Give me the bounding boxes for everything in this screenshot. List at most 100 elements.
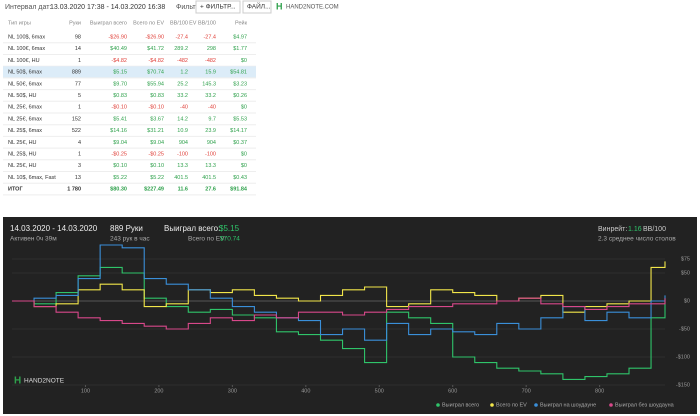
cell: $5.22 [150, 175, 164, 181]
cell: $91.84 [230, 187, 248, 193]
cell: 13 [75, 175, 81, 181]
file[interactable]: ФАЙЛ... [247, 2, 271, 11]
cell: 904 [179, 140, 188, 146]
cell: $3.23 [233, 81, 247, 87]
column-header: Выиграл всего [90, 20, 127, 26]
legend-swatch [609, 403, 613, 407]
cell: $14.16 [110, 128, 127, 134]
cell: $0.26 [233, 93, 247, 99]
ev-value: $70.74 [220, 236, 240, 243]
tables-avg: 2.3 среднее число столов [598, 236, 676, 243]
cell: 13.3 [205, 163, 216, 169]
cell: $5.41 [113, 116, 127, 122]
legend-swatch [436, 403, 440, 407]
game-type: NL 10$, 6max, Fast [8, 175, 56, 181]
game-type: NL 25€, 6max [8, 116, 42, 122]
cell: $0 [241, 151, 247, 157]
game-type: NL 25€, HU [8, 163, 37, 169]
game-type: NL 25$, HU [8, 151, 37, 157]
column-header: Рейк [235, 19, 248, 26]
cell: -482 [205, 58, 216, 64]
y-tick-label: -$100 [676, 354, 690, 360]
cell: $5.15 [113, 70, 127, 76]
cell: $5.53 [233, 116, 247, 122]
cell: $70.74 [147, 70, 164, 76]
cell: $0.10 [150, 163, 164, 169]
cell: 77 [75, 81, 81, 87]
legend-label: Выиграл всего [442, 402, 479, 408]
cell: -40 [180, 105, 188, 111]
cell: 11.6 [178, 187, 188, 193]
panel-active: Активен 0ч 39м [10, 236, 57, 243]
column-header: Руки [69, 20, 81, 26]
series-line [12, 297, 666, 330]
row-highlight [3, 66, 256, 78]
x-tick-label: 100 [81, 388, 90, 394]
cell: 4 [78, 140, 81, 146]
date-label: Интервал дат: [5, 4, 51, 11]
x-tick-label: 300 [228, 388, 237, 394]
cell: $4.97 [233, 34, 247, 40]
cell: 10.9 [177, 128, 188, 134]
cell: -$0.25 [111, 151, 127, 157]
game-type: NL 100€, 6max [8, 46, 45, 52]
logo-icon: H [14, 376, 21, 387]
y-tick-label: $50 [681, 270, 690, 276]
cell: 33.2 [205, 93, 216, 99]
cell: -$4.82 [148, 58, 164, 64]
legend-label: Выиграл на шоудауне [540, 402, 596, 408]
cell: $54.81 [230, 70, 247, 76]
column-header: Тип игры [8, 20, 31, 26]
x-tick-label: 800 [595, 388, 604, 394]
cell: $9.04 [113, 140, 127, 146]
legend-label: Выиграл без шоудауна [615, 402, 675, 408]
game-type: NL 50$, HU [8, 93, 37, 99]
brand: HAND2NOTE.COM [286, 5, 339, 11]
panel-rate: 243 рук в час [110, 236, 150, 243]
winrate-value: 1.16 [628, 226, 642, 233]
x-tick-label: 600 [448, 388, 457, 394]
file-button[interactable] [242, 0, 272, 14]
cell: -$26.90 [108, 34, 127, 40]
cell: $31.21 [147, 128, 164, 134]
cell: 5 [78, 93, 81, 99]
cell: 145.3 [202, 81, 216, 87]
date-range[interactable]: 13.03.2020 17:38 - 14.03.2020 16:38 [50, 4, 165, 11]
cell: -27.4 [203, 34, 216, 40]
legend-label: Всего по EV [496, 402, 527, 408]
ev-label: Всего по EV: [188, 236, 226, 243]
y-tick-label: -$150 [676, 382, 690, 388]
cell: 152 [72, 116, 81, 122]
cell: $9.04 [150, 140, 164, 146]
cell: -$4.82 [111, 58, 127, 64]
toolbar [0, 0, 700, 14]
cell: $0.37 [233, 140, 247, 146]
cell: 9.7 [208, 116, 216, 122]
cell: $0 [241, 163, 247, 169]
panel-date: 14.03.2020 - 14.03.2020 [10, 224, 98, 233]
cell: 1.2 [180, 70, 188, 76]
logo: HAND2NOTE [24, 378, 65, 385]
cell: 1 [78, 58, 81, 64]
cell: $0 [241, 58, 247, 64]
cell: $0.43 [233, 175, 247, 181]
game-type: NL 50$, 6max [8, 70, 42, 76]
cell: $9.70 [113, 81, 127, 87]
cell: 15.9 [205, 70, 216, 76]
brand-icon: H [276, 1, 283, 11]
x-tick-label: 500 [375, 388, 384, 394]
game-type: NL 100€, HU [8, 58, 40, 64]
cell: 3 [78, 163, 81, 169]
cell: 401.5 [174, 175, 188, 181]
winrate-label: Винрейт: [598, 225, 627, 233]
cell: -$0.25 [148, 151, 164, 157]
cell: -40 [208, 105, 216, 111]
cell: 1 [78, 105, 81, 111]
cell: 27.6 [205, 187, 216, 193]
add-filter-button[interactable] [195, 0, 241, 14]
cell: $5.22 [113, 175, 127, 181]
y-tick-label: -$50 [679, 326, 690, 332]
cell: -27.4 [175, 34, 188, 40]
cell: -100 [177, 151, 188, 157]
add-filter[interactable]: + ФИЛЬТР... [200, 4, 236, 11]
